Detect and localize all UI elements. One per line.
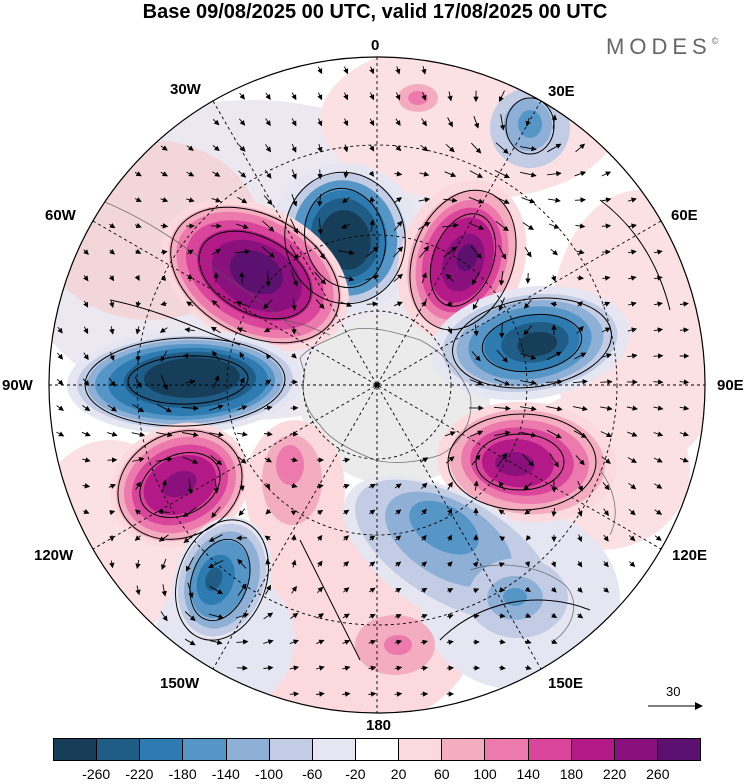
wind-vector-arrow (294, 535, 295, 541)
colorbar-swatch (441, 739, 484, 760)
colorbar-swatch (614, 739, 657, 760)
lon-label-150e: 150E (548, 676, 583, 692)
colorbar-ticks: -260 -220 -180 -140 -100 -60 -20 20 60 100 140 180 2… (0, 766, 750, 784)
colorbar-tick-label: 20 (391, 766, 407, 782)
colorbar-tick-label: 260 (646, 766, 669, 782)
colorbar-tick-label: -60 (302, 766, 322, 782)
lon-label-30e: 30E (548, 84, 575, 100)
wind-vector-arrow (575, 200, 585, 201)
colorbar-tick-label: -220 (125, 766, 153, 782)
colorbar-swatch (139, 739, 182, 760)
lon-label-60e: 60E (671, 208, 698, 224)
colorbar-swatch (571, 739, 614, 760)
colorbar-swatch (226, 739, 269, 760)
wind-vector-arrow (502, 322, 503, 337)
wind-vector-arrow (577, 278, 583, 279)
lon-label-150w: 150W (160, 676, 199, 692)
colorbar-swatch (182, 739, 225, 760)
lon-label-120e: 120E (672, 548, 707, 564)
colorbar-swatch (312, 739, 355, 760)
colorbar-tick-label: -180 (169, 766, 197, 782)
lon-label-90e: 90E (717, 378, 744, 394)
lon-label-0: 0 (371, 38, 379, 54)
colorbar (53, 738, 701, 761)
lon-label-120w: 120W (34, 548, 73, 564)
colorbar-swatch (484, 739, 527, 760)
wind-vector-arrow (290, 694, 298, 695)
colorbar-swatch (528, 739, 571, 760)
lon-label-30w: 30W (170, 82, 201, 98)
reference-vector-label: 30 (666, 684, 680, 699)
wind-vector-arrow (653, 382, 662, 383)
colorbar-tick-label: -140 (212, 766, 240, 782)
lon-label-90w: 90W (2, 378, 33, 394)
colorbar-swatch (657, 739, 700, 760)
colorbar-swatch (269, 739, 312, 760)
colorbar-swatch (96, 739, 139, 760)
colorbar-tick-label: 180 (560, 766, 583, 782)
colorbar-tick-label: -100 (255, 766, 283, 782)
wind-vector-arrow (320, 170, 321, 179)
wind-vector-arrow (680, 330, 688, 331)
colorbar-swatch (398, 739, 441, 760)
colorbar-tick-label: 60 (434, 766, 450, 782)
colorbar-tick-label: -20 (345, 766, 365, 782)
colorbar-tick-label: 140 (517, 766, 540, 782)
wind-vector-arrow (600, 382, 612, 383)
wind-vector-arrow (499, 616, 504, 617)
colorbar-tick-label: 100 (473, 766, 496, 782)
lon-label-180: 180 (366, 718, 391, 734)
wind-vector-arrow (184, 356, 197, 357)
colorbar-swatch (54, 739, 96, 760)
colorbar-swatch (355, 739, 398, 760)
colorbar-tick-label: -260 (82, 766, 110, 782)
wind-vector-arrow (367, 304, 377, 305)
colorbar-tick-label: 220 (603, 766, 626, 782)
lon-label-60w: 60W (45, 208, 76, 224)
wind-vector-arrow (654, 356, 663, 357)
south-pole-marker (375, 383, 380, 388)
wind-vector-arrow (602, 226, 610, 227)
